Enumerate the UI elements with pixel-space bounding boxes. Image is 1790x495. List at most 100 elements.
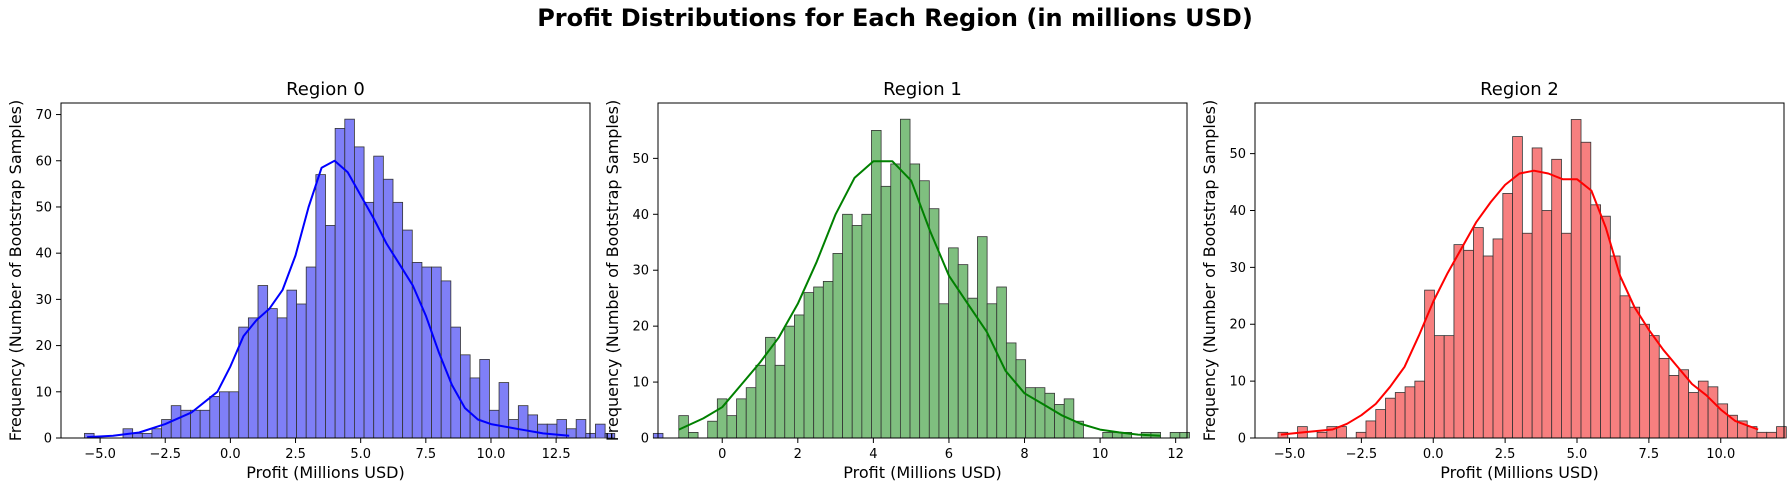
histogram-bar <box>1482 255 1494 439</box>
histogram-bar <box>803 292 815 439</box>
histogram-bar <box>842 213 853 439</box>
histogram-bar <box>585 432 596 439</box>
x-tick-label: 4 <box>869 447 877 462</box>
histogram-bar <box>546 423 558 439</box>
histogram-bar <box>1541 210 1553 439</box>
histogram-bar <box>1570 119 1582 439</box>
histogram-bar <box>517 405 529 439</box>
histogram-bar <box>382 178 394 439</box>
histogram-bar <box>595 423 606 439</box>
x-tick-label: 2.5 <box>285 447 306 462</box>
histogram-bar <box>334 128 346 439</box>
histogram-bar <box>871 130 882 439</box>
histogram-bar <box>736 398 747 439</box>
histogram-bar <box>1649 335 1660 439</box>
histogram-bar <box>1531 147 1543 439</box>
histogram-bar <box>986 303 998 439</box>
histogram-bar <box>726 415 737 439</box>
histogram-bar <box>784 325 795 439</box>
histogram-bar <box>899 118 911 439</box>
histogram-bar <box>1502 193 1513 439</box>
histogram-bar <box>774 364 786 439</box>
x-tick-label: −5.0 <box>84 447 116 462</box>
x-axis-label: Profit (Millions USD) <box>246 463 404 482</box>
x-tick-label: 10.0 <box>1706 447 1735 462</box>
x-tick-label: 12.5 <box>542 447 571 462</box>
histogram-bar <box>1561 232 1572 439</box>
histogram-bar <box>1707 386 1719 439</box>
y-tick-label: 30 <box>632 264 649 279</box>
x-tick-label: 7.5 <box>415 447 436 462</box>
y-tick-label: 10 <box>35 385 52 400</box>
histogram-bar <box>219 391 230 439</box>
histogram-bar <box>392 201 404 439</box>
x-tick-label: 7.5 <box>1639 447 1660 462</box>
histogram-bar <box>977 236 988 439</box>
histogram-bar <box>450 326 461 439</box>
histogram-bar <box>305 266 317 439</box>
histogram-bar <box>498 382 510 439</box>
y-tick-label: 70 <box>35 108 52 123</box>
axes-frame <box>60 102 591 439</box>
histogram-bar <box>354 146 365 439</box>
histogram-bar <box>363 201 375 439</box>
x-axis-label: Profit (Millions USD) <box>843 463 1001 482</box>
histogram-bar <box>1375 409 1386 439</box>
histogram-bar <box>1385 397 1396 439</box>
histogram-bar <box>1766 431 1777 439</box>
histogram-bar <box>1600 215 1611 439</box>
histogram-bar <box>479 359 490 439</box>
y-tick-label: 30 <box>35 293 52 308</box>
histogram-bar <box>909 163 921 439</box>
histogram-bar <box>1355 431 1367 439</box>
x-tick-label: 8 <box>1020 447 1028 462</box>
y-tick-label: 20 <box>35 339 52 354</box>
y-tick-label: 0 <box>641 432 649 447</box>
x-tick-label: 12 <box>1167 447 1184 462</box>
histogram-bar <box>1404 386 1416 439</box>
histogram-bar <box>938 303 949 439</box>
histogram-bar <box>199 409 211 439</box>
histogram-bar <box>919 180 930 439</box>
histogram-bar <box>1756 431 1768 439</box>
histogram-bar <box>566 428 577 439</box>
y-axis-label: Frequency (Number of Bootstrap Samples) <box>1200 100 1219 441</box>
histogram-bar <box>1639 323 1650 439</box>
histogram-bar <box>1658 357 1670 439</box>
histogram-bar <box>1414 380 1426 439</box>
histogram-bar <box>851 225 863 439</box>
y-tick-label: 50 <box>1229 147 1246 162</box>
y-tick-label: 20 <box>632 320 649 335</box>
y-tick-label: 50 <box>35 200 52 215</box>
histogram-bar <box>325 225 336 439</box>
y-tick-label: 10 <box>1229 375 1246 390</box>
x-tick-label: −2.5 <box>149 447 181 462</box>
y-tick-label: 20 <box>1229 318 1246 333</box>
histogram-bar <box>267 308 278 439</box>
histogram-bar <box>315 174 326 439</box>
axes-frame <box>1254 102 1785 439</box>
histogram-bar <box>1394 392 1406 439</box>
histogram-bar <box>151 428 162 439</box>
region-panel: −5.0 −2.5 0.0 2.5 5.0 7.5 10.0 0 10 20 30 40 50 Regio… <box>1200 79 1787 482</box>
histogram-bar <box>1102 432 1113 439</box>
histogram-bar <box>1443 335 1455 439</box>
x-tick-label: 0.0 <box>1423 447 1444 462</box>
region-panel: 0 2 4 6 8 10 12 0 10 20 30 40 50 Region 1 Profit (Mill… <box>603 79 1190 482</box>
region-panel: −5.0 −2.5 0.0 2.5 5.0 7.5 10.0 12.5 0 10 20 30 40 50 6… <box>6 79 664 482</box>
x-tick-label: −2.5 <box>1346 447 1378 462</box>
y-axis-label: Frequency (Number of Bootstrap Samples) <box>603 100 622 441</box>
x-tick-label: 2 <box>794 447 802 462</box>
histogram-bar <box>1776 426 1787 439</box>
x-tick-label: 2.5 <box>1495 447 1516 462</box>
histogram-bar <box>1609 255 1621 439</box>
histogram-bar <box>402 229 413 439</box>
y-axis-label: Frequency (Number of Bootstrap Samples) <box>6 100 25 441</box>
y-tick-label: 40 <box>35 247 52 262</box>
histogram-bar <box>604 432 616 439</box>
kde-line <box>87 159 570 439</box>
histogram-bar <box>1463 249 1474 439</box>
histogram-bar <box>1678 369 1689 439</box>
